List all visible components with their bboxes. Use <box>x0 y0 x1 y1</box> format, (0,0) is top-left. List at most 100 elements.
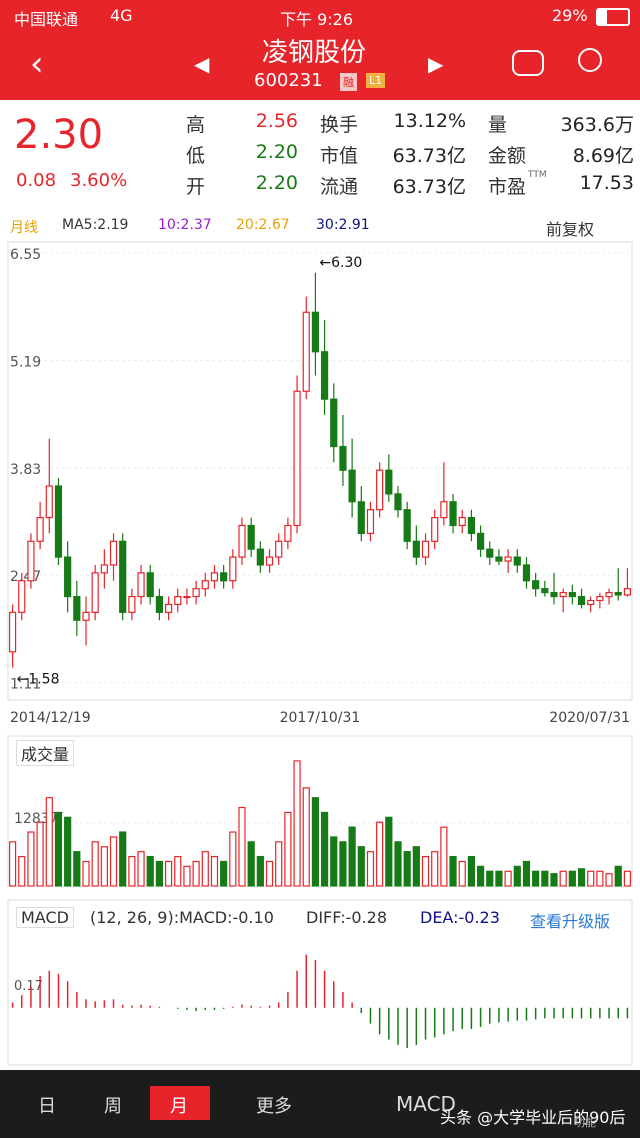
ma-legend: 20:2.67 <box>236 217 290 233</box>
y-tick-label: 0.17 <box>14 979 43 994</box>
volume-bar <box>550 873 558 887</box>
field-value: 8.69亿 <box>572 145 634 167</box>
volume-bar <box>45 797 53 887</box>
adjust-toggle[interactable]: 前复权 <box>546 220 595 239</box>
candle-body <box>513 556 521 566</box>
candle-body <box>587 599 595 606</box>
volume-bar <box>605 873 613 887</box>
candle-body <box>568 592 576 598</box>
candle-body <box>155 595 164 613</box>
candle-body <box>64 556 72 598</box>
volume-bar <box>137 851 145 887</box>
candle-body <box>119 540 127 613</box>
field-label: 量 <box>488 114 508 136</box>
field-value: 17.53 <box>579 172 634 194</box>
candle-body <box>614 592 622 596</box>
volume-bar <box>247 841 255 887</box>
upgrade-link[interactable]: 查看升级版 <box>530 912 611 931</box>
candle-body <box>403 509 411 542</box>
volume-bar <box>64 816 72 887</box>
ma-legend: MA5:2.19 <box>62 217 129 233</box>
x-tick-label: 2020/07/31 <box>549 710 630 726</box>
change: 0.08 <box>16 170 57 191</box>
volume-bar <box>339 841 347 887</box>
volume-bar <box>532 870 540 887</box>
macd-dif: DIFF:-0.28 <box>306 908 387 927</box>
volume-bar <box>394 841 402 887</box>
candle-body <box>311 311 320 353</box>
volume-bar <box>403 851 411 887</box>
field-value: 2.20 <box>255 141 298 163</box>
candle-body <box>183 595 191 599</box>
candle-body <box>532 580 540 590</box>
volume-bar <box>8 841 17 887</box>
next-stock[interactable]: ▶ <box>428 52 444 76</box>
volume-bar <box>366 851 375 887</box>
candle-body <box>82 611 90 621</box>
back-button[interactable]: ‹ <box>30 44 44 84</box>
annotation: ←6.30 <box>319 255 362 271</box>
candle-body <box>284 524 292 542</box>
field-label: 流通 <box>320 176 359 198</box>
volume-bar <box>385 816 393 887</box>
volume-bar <box>128 855 136 887</box>
volume-bar <box>421 855 430 887</box>
volume-bar <box>18 855 26 887</box>
candle-body <box>522 564 531 582</box>
field-value: 63.73亿 <box>392 145 466 167</box>
volume-bar <box>330 836 338 887</box>
field-label: 高 <box>186 114 206 136</box>
y-tick-label: 1.11 <box>10 677 41 693</box>
volume-bar <box>614 865 622 887</box>
stock-name: 凌钢股份 <box>262 38 367 68</box>
tab[interactable]: 周 <box>104 1096 122 1117</box>
tab[interactable]: 月 <box>170 1096 188 1117</box>
candle-body <box>36 516 44 542</box>
volume-bar <box>164 860 173 887</box>
network: 4G <box>110 6 133 25</box>
candle-body <box>376 469 384 511</box>
battery-icon <box>596 8 630 26</box>
func-label[interactable]: 功能 <box>574 1116 596 1129</box>
candle-body <box>73 595 81 621</box>
volume-bar <box>568 870 576 887</box>
stock-code: 600231 <box>254 70 323 91</box>
candle-body <box>486 548 494 558</box>
candle-body <box>128 595 136 613</box>
volume-bar <box>238 806 246 887</box>
tab[interactable]: MACD <box>396 1092 456 1116</box>
candle-body <box>366 509 375 534</box>
tab[interactable]: 更多 <box>256 1096 292 1117</box>
field-label: 市值 <box>320 145 359 167</box>
candle-body <box>109 540 118 566</box>
candle-body <box>596 595 604 602</box>
tab[interactable]: 日 <box>38 1096 56 1117</box>
candle-body <box>174 595 182 606</box>
volume-bar <box>320 811 329 887</box>
volume-bar <box>577 868 586 887</box>
ma-legend: 月线 <box>10 220 38 236</box>
macd-params: (12, 26, 9):MACD:-0.10 <box>90 908 274 927</box>
tag: 融 <box>340 73 357 91</box>
candle-body <box>458 516 466 527</box>
robot-icon[interactable] <box>512 50 544 76</box>
field-label: 金额 <box>488 145 527 167</box>
search-icon[interactable] <box>578 48 602 72</box>
candle-body <box>302 311 310 392</box>
volume-bar <box>210 855 219 887</box>
candle-body <box>192 588 200 598</box>
volume-bar <box>265 860 274 887</box>
candle-body <box>146 572 154 598</box>
candle-body <box>431 516 439 542</box>
volume-bar <box>541 870 549 887</box>
prev-stock[interactable]: ◀ <box>194 52 210 76</box>
field-value: 13.12% <box>393 110 466 132</box>
candle-body <box>357 501 365 534</box>
candle-body <box>577 595 586 606</box>
candle-body <box>238 524 246 558</box>
x-tick-label: 2017/10/31 <box>280 710 361 726</box>
candle-body <box>495 556 503 562</box>
volume-bar <box>91 841 99 887</box>
y-tick-label: 3.83 <box>10 462 41 478</box>
candle-body <box>504 556 512 562</box>
